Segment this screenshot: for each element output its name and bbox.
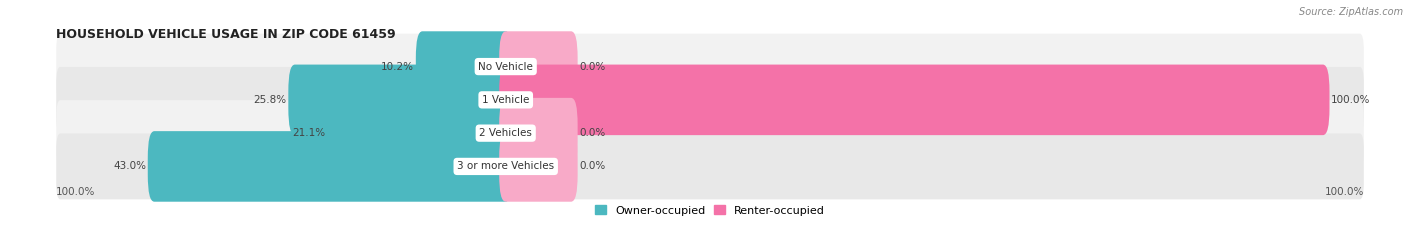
Text: 10.2%: 10.2% [381,62,415,72]
Legend: Owner-occupied, Renter-occupied: Owner-occupied, Renter-occupied [591,201,830,220]
Text: 25.8%: 25.8% [253,95,287,105]
Text: 21.1%: 21.1% [292,128,325,138]
Text: 100.0%: 100.0% [56,187,96,197]
FancyBboxPatch shape [288,65,512,135]
FancyBboxPatch shape [56,67,1364,133]
FancyBboxPatch shape [499,31,578,102]
Text: Source: ZipAtlas.com: Source: ZipAtlas.com [1299,7,1403,17]
FancyBboxPatch shape [326,98,512,168]
FancyBboxPatch shape [499,98,578,168]
Text: 100.0%: 100.0% [1331,95,1371,105]
FancyBboxPatch shape [148,131,512,202]
Text: 2 Vehicles: 2 Vehicles [479,128,531,138]
Text: 43.0%: 43.0% [112,161,146,171]
FancyBboxPatch shape [499,131,578,202]
Text: 0.0%: 0.0% [579,62,606,72]
Text: No Vehicle: No Vehicle [478,62,533,72]
FancyBboxPatch shape [56,134,1364,199]
Text: 0.0%: 0.0% [579,128,606,138]
Text: HOUSEHOLD VEHICLE USAGE IN ZIP CODE 61459: HOUSEHOLD VEHICLE USAGE IN ZIP CODE 6145… [56,28,396,41]
FancyBboxPatch shape [416,31,512,102]
Text: 0.0%: 0.0% [579,161,606,171]
FancyBboxPatch shape [56,100,1364,166]
FancyBboxPatch shape [499,65,1330,135]
Text: 100.0%: 100.0% [1324,187,1364,197]
FancyBboxPatch shape [56,34,1364,99]
Text: 3 or more Vehicles: 3 or more Vehicles [457,161,554,171]
Text: 1 Vehicle: 1 Vehicle [482,95,530,105]
